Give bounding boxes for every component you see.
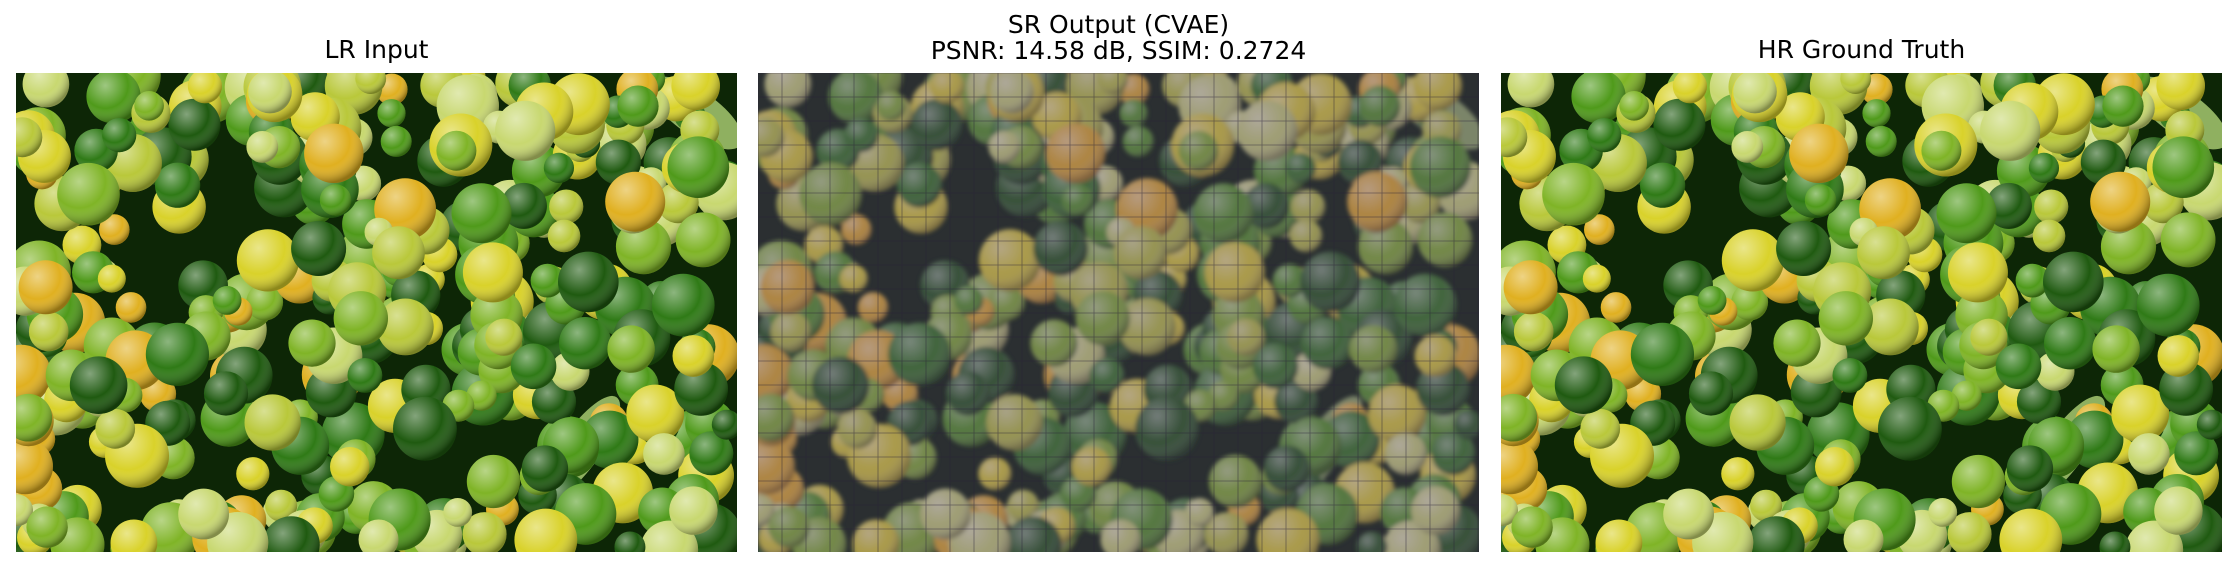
sr-output-image (758, 73, 1479, 552)
panel-title: HR Ground Truth (1757, 35, 1966, 64)
metrics-subtitle: PSNR: 14.58 dB, SSIM: 0.2724 (930, 36, 1307, 65)
lr-input-image (16, 73, 737, 552)
panel-title: LR Input (324, 35, 429, 64)
panel-title: SR Output (CVAE) (1007, 10, 1230, 39)
hr-ground-truth-image (1501, 73, 2222, 552)
